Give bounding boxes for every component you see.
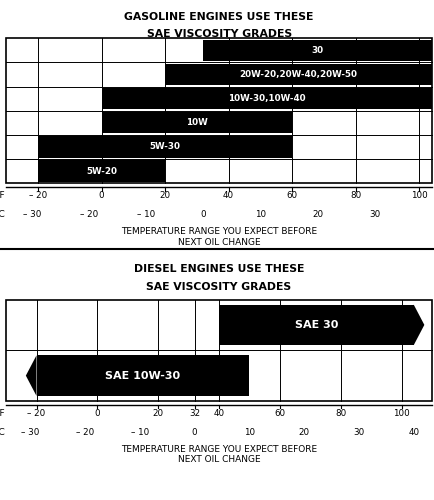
Text: 40: 40: [407, 428, 418, 436]
Text: 10: 10: [243, 428, 254, 436]
Polygon shape: [413, 304, 424, 345]
Text: 60: 60: [274, 409, 285, 418]
Text: – 20: – 20: [79, 210, 98, 219]
Bar: [102, 112, 292, 134]
Text: TEMPERATURE RANGE YOU EXPECT BEFORE
NEXT OIL CHANGE: TEMPERATURE RANGE YOU EXPECT BEFORE NEXT…: [121, 445, 316, 464]
Text: 5W-20: 5W-20: [86, 166, 117, 175]
Bar: [36, 356, 249, 396]
Text: 10: 10: [254, 210, 265, 219]
Text: SAE 30: SAE 30: [294, 320, 337, 330]
Bar: [102, 88, 431, 110]
Text: 10W-30,10W-40: 10W-30,10W-40: [227, 94, 305, 103]
Text: 40: 40: [223, 192, 233, 200]
Text: SAE 10W-30: SAE 10W-30: [105, 370, 180, 380]
Text: – 10: – 10: [131, 428, 149, 436]
Text: TEMPERATURE RANGE YOU EXPECT BEFORE
NEXT OIL CHANGE: TEMPERATURE RANGE YOU EXPECT BEFORE NEXT…: [121, 227, 316, 246]
Text: 60: 60: [286, 192, 297, 200]
Text: 40: 40: [213, 409, 224, 418]
Text: – 30: – 30: [21, 428, 39, 436]
Text: 100: 100: [392, 409, 409, 418]
Text: 30: 30: [311, 46, 323, 55]
Text: 5W-30: 5W-30: [149, 142, 180, 152]
Text: – 20: – 20: [76, 428, 94, 436]
Bar: [38, 160, 165, 182]
Bar: [203, 40, 431, 61]
Text: 30: 30: [368, 210, 379, 219]
Text: 80: 80: [334, 409, 345, 418]
Text: °C: °C: [0, 210, 5, 219]
Text: SAE VISCOSITY GRADES: SAE VISCOSITY GRADES: [146, 29, 291, 39]
Text: 20: 20: [298, 428, 309, 436]
Text: 100: 100: [410, 192, 427, 200]
Text: 20: 20: [152, 409, 163, 418]
Text: DIESEL ENGINES USE THESE: DIESEL ENGINES USE THESE: [134, 264, 303, 274]
Text: 0: 0: [200, 210, 206, 219]
Text: 0: 0: [191, 428, 197, 436]
Text: 30: 30: [352, 428, 364, 436]
Text: – 10: – 10: [137, 210, 155, 219]
Text: 32: 32: [189, 409, 200, 418]
Text: °C: °C: [0, 428, 4, 436]
Text: 20: 20: [159, 192, 170, 200]
Polygon shape: [26, 356, 36, 396]
Bar: [6, 300, 431, 401]
Bar: [38, 136, 292, 158]
Text: 80: 80: [349, 192, 360, 200]
Text: °F: °F: [0, 192, 5, 200]
Text: – 30: – 30: [23, 210, 41, 219]
Text: SAE VISCOSITY GRADES: SAE VISCOSITY GRADES: [146, 282, 291, 292]
Text: GASOLINE ENGINES USE THESE: GASOLINE ENGINES USE THESE: [124, 12, 313, 22]
Text: 10W: 10W: [186, 118, 207, 128]
Text: 20: 20: [311, 210, 322, 219]
Text: °F: °F: [0, 409, 4, 418]
Text: 20W-20,20W-40,20W-50: 20W-20,20W-40,20W-50: [239, 70, 357, 79]
Bar: [165, 64, 431, 85]
Text: – 20: – 20: [27, 409, 46, 418]
Bar: [218, 304, 413, 345]
Text: – 20: – 20: [29, 192, 47, 200]
Text: 0: 0: [94, 409, 100, 418]
Text: 0: 0: [99, 192, 104, 200]
Bar: [7, 38, 431, 183]
Bar: [3, 4, 434, 37]
